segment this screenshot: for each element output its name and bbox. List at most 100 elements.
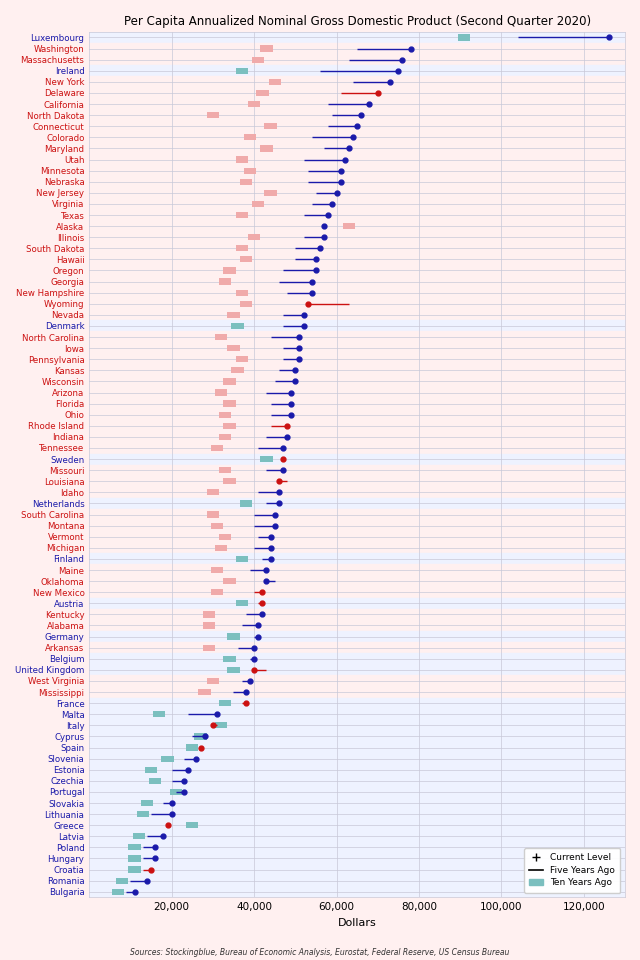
Bar [132,833,145,839]
Bar [89,542,625,553]
Bar [89,487,625,498]
Bar [215,544,227,551]
Bar [145,767,157,773]
Bar [153,711,166,717]
Bar [207,678,219,684]
Bar [112,889,124,895]
Bar [219,412,232,418]
Bar [170,789,182,795]
Bar [89,77,625,87]
Bar [342,223,355,229]
Bar [89,187,625,199]
Bar [89,420,625,431]
Bar [89,698,625,708]
Bar [89,199,625,209]
Bar [89,431,625,443]
Bar [89,520,625,531]
Bar [89,453,625,465]
Bar [89,309,625,321]
Bar [89,609,625,620]
Bar [236,156,248,162]
Bar [232,368,244,373]
Bar [248,101,260,108]
Bar [264,123,276,130]
Bar [211,567,223,573]
Bar [211,589,223,595]
Bar [89,43,625,54]
Bar [260,45,273,52]
Bar [89,653,625,664]
X-axis label: Dollars: Dollars [338,918,376,927]
Bar [129,867,141,873]
Bar [89,243,625,253]
Bar [256,90,269,96]
Bar [252,201,264,207]
Bar [89,620,625,631]
Bar [89,864,625,876]
Bar [203,622,215,629]
Bar [232,323,244,329]
Bar [89,886,625,898]
Bar [89,265,625,276]
Bar [211,522,223,529]
Bar [239,256,252,262]
Legend: Current Level, Five Years Ago, Ten Years Ago: Current Level, Five Years Ago, Ten Years… [524,848,621,893]
Bar [89,708,625,720]
Bar [227,634,239,639]
Bar [239,300,252,307]
Text: Sources: Stockingblue, Bureau of Economic Analysis, Eurostat, Federal Reserve, U: Sources: Stockingblue, Bureau of Economi… [131,948,509,957]
Bar [203,644,215,651]
Bar [89,32,625,43]
Bar [219,434,232,440]
Bar [89,221,625,231]
Bar [89,376,625,387]
Bar [89,54,625,65]
Bar [244,134,256,140]
Bar [89,65,625,77]
Bar [89,99,625,109]
Bar [141,800,153,806]
Bar [260,456,273,462]
Bar [136,811,149,817]
Bar [219,700,232,707]
Bar [89,531,625,542]
Bar [236,245,248,252]
Bar [186,744,198,751]
Bar [236,212,248,218]
Bar [89,776,625,786]
Bar [89,165,625,177]
Bar [236,600,248,607]
Bar [89,121,625,132]
Bar [89,465,625,476]
Bar [89,343,625,353]
Bar [89,287,625,299]
Bar [89,154,625,165]
Bar [89,498,625,509]
Bar [89,365,625,376]
Bar [89,509,625,520]
Bar [89,852,625,864]
Bar [223,578,236,585]
Bar [89,276,625,287]
Bar [89,109,625,121]
Bar [89,842,625,852]
Bar [89,798,625,808]
Bar [236,556,248,562]
Bar [239,500,252,507]
Bar [89,209,625,221]
Bar [89,876,625,886]
Bar [89,87,625,99]
Bar [223,422,236,429]
Bar [227,312,239,318]
Bar [195,733,207,739]
Bar [89,398,625,409]
Bar [215,334,227,340]
Bar [269,79,281,85]
Bar [89,321,625,331]
Bar [89,742,625,753]
Bar [89,143,625,154]
Bar [244,167,256,174]
Bar [149,778,161,784]
Bar [223,478,236,485]
Bar [207,490,219,495]
